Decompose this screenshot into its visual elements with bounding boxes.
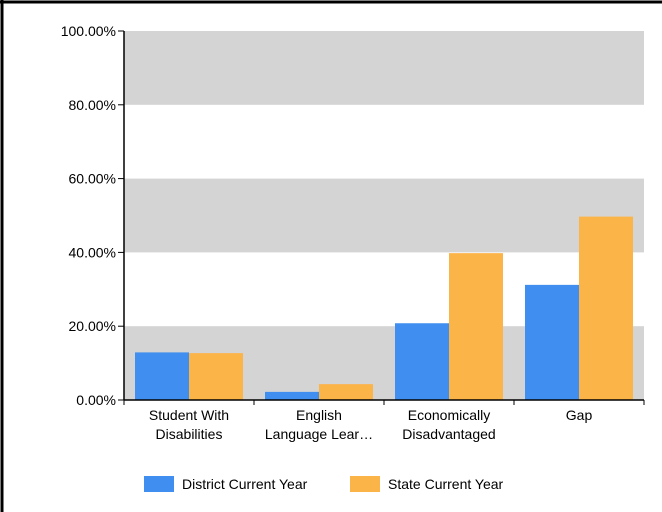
bar-state (579, 216, 633, 400)
y-tick-label: 100.00% (61, 23, 116, 39)
x-category-label: Disabilities (156, 426, 223, 442)
grid-band (124, 178, 644, 253)
x-category-label: English (296, 407, 342, 423)
bar-district (525, 284, 579, 400)
legend-item-district: District Current Year (144, 472, 307, 496)
x-category-label: Gap (566, 407, 593, 423)
y-tick-label: 40.00% (69, 244, 116, 260)
bar-state (319, 384, 373, 400)
grid-band (124, 31, 644, 105)
legend-label-state: State Current Year (388, 476, 504, 492)
y-tick-label: 20.00% (69, 318, 116, 334)
legend: District Current Year State Current Year (0, 472, 662, 496)
bar-district (395, 323, 449, 400)
y-tick-label: 60.00% (69, 171, 116, 187)
bar-state (449, 253, 503, 400)
x-category-label: Language Lear… (265, 426, 373, 442)
bar-district (265, 391, 319, 400)
x-category-label: Economically (408, 407, 490, 423)
legend-swatch-district (144, 476, 174, 492)
bar-district (135, 352, 189, 400)
y-tick-label: 0.00% (76, 392, 116, 408)
legend-item-state: State Current Year (350, 472, 503, 496)
x-category-label: Student With (149, 407, 229, 423)
legend-swatch-state (350, 476, 380, 492)
bar-state (189, 353, 243, 400)
legend-label-district: District Current Year (182, 476, 308, 492)
y-tick-label: 80.00% (69, 97, 116, 113)
x-category-label: Disadvantaged (402, 426, 495, 442)
